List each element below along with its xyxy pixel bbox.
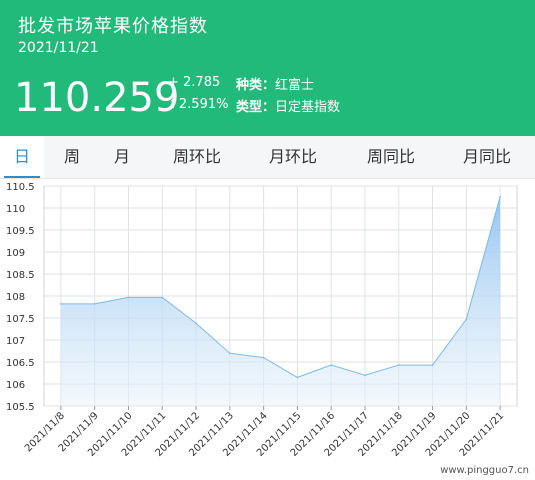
y-tick-label: 110.5 [6,182,35,193]
y-tick-label: 106.5 [6,358,35,369]
price-index-chart: 105.5 106 106.5 107 107.5 108 108.5 109 109.5 110… [6,182,518,459]
y-tick-label: 109 [6,248,25,259]
data-point [229,352,231,354]
data-point [93,303,96,305]
data-point [499,195,501,198]
data-point [364,374,366,376]
tab-month-over-month[interactable]: 月环比 [268,147,317,166]
page-title: 批发市场苹果价格指数 [18,16,208,37]
variety-label: 种类： [236,78,276,93]
y-tick-label: 108 [6,292,25,303]
period-tabs: 日 周 月 周环比 月环比 周同比 月同比 [0,136,535,179]
price-date: 2021/11/21 [18,40,99,56]
variety-value: 红富士 [275,78,315,93]
y-tick-label: 107 [6,336,25,347]
price-change-absolute: + 2.785 [168,75,221,90]
data-point [262,356,265,359]
current-price: 110.259 [14,75,180,121]
data-point [397,364,400,366]
series-line [60,196,501,378]
series-area [60,196,501,406]
variety-info: 种类：红富士 [236,74,314,93]
y-axis-ticks: 105.5 106 106.5 107 107.5 108 108.5 109 109.5 110… [6,182,35,413]
tab-month[interactable]: 月 [113,147,130,166]
price-change-percent: ↑2.591% [168,97,229,112]
index-type-value: 日定基指数 [275,100,341,115]
y-tick-label: 105.5 [6,402,35,413]
x-axis-ticks: 2021/11/82021/11/92021/11/102021/11/1120… [23,410,506,459]
index-type-label: 类型： [236,100,276,115]
tab-week-year-over-year[interactable]: 周同比 [366,147,415,166]
y-tick-label: 106 [6,380,25,391]
tab-month-year-over-year[interactable]: 月同比 [462,147,511,166]
y-tick-label: 107.5 [6,314,35,325]
data-point [127,296,130,299]
tab-day[interactable]: 日 [0,136,44,178]
y-tick-label: 110 [6,204,25,215]
area-layer [60,195,501,406]
header: 批发市场苹果价格指数 2021/11/21 110.259 + 2.785 ↑2… [0,0,535,136]
data-point [60,303,62,305]
data-point [161,296,164,299]
data-point [431,364,434,366]
watermark: www.pingguo7.cn [440,465,529,476]
data-point [296,376,299,379]
data-point [330,364,332,366]
tab-week[interactable]: 周 [63,147,80,166]
y-tick-label: 108.5 [6,270,35,281]
index-type-info: 类型：日定基指数 [236,96,340,115]
data-point [465,318,468,321]
y-tick-label: 109.5 [6,226,35,237]
tab-week-over-week[interactable]: 周环比 [172,147,221,166]
data-point [195,322,197,325]
